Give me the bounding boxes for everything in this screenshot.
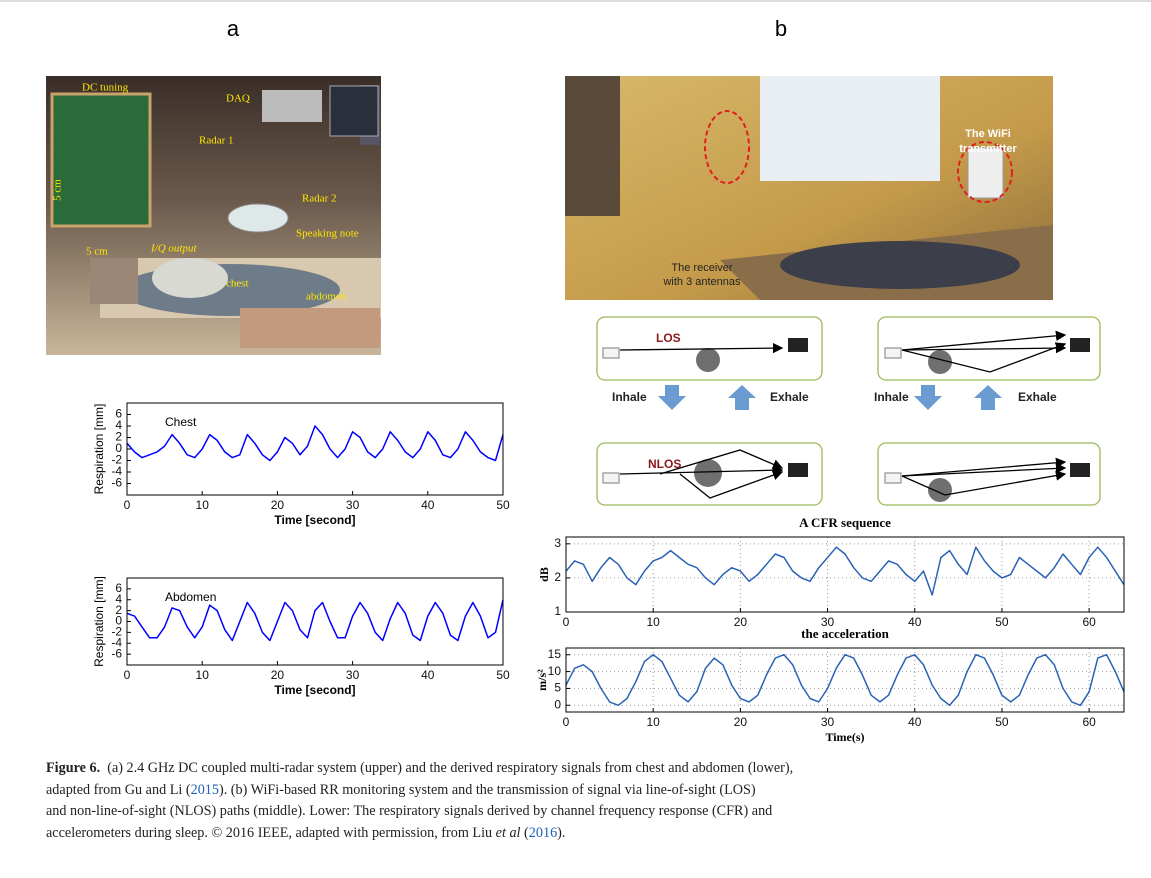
citation-link[interactable]: 2016	[529, 825, 557, 841]
x-tick-label: 40	[908, 715, 922, 729]
panel-letter: a	[227, 16, 240, 41]
x-axis-label: Time [second]	[274, 683, 355, 697]
photo-label: with 3 antennas	[662, 276, 741, 288]
x-tick-label: 20	[271, 498, 285, 512]
figure: a DC tuning DAQ Radar 1 Radar 2 5 cm 5 c…	[0, 0, 1151, 878]
x-tick-label: 40	[908, 615, 922, 629]
caption-text: (	[521, 825, 529, 841]
figure-caption: Figure 6. (a) 2.4 GHz DC coupled multi-r…	[46, 758, 1136, 844]
x-tick-label: 60	[1082, 615, 1096, 629]
x-tick-label: 0	[563, 615, 570, 629]
photo-label: Radar 1	[199, 135, 234, 147]
y-axis-label: Respiration [mm]	[92, 576, 106, 667]
y-axis-label: Respiration [mm]	[92, 404, 106, 495]
x-tick-label: 50	[995, 615, 1009, 629]
y-tick-label: 10	[548, 664, 562, 678]
y-tick-label: 3	[554, 536, 561, 550]
photo-label: transmitter	[959, 143, 1017, 155]
citation-link[interactable]: 2015	[191, 782, 219, 798]
y-tick-label: 15	[548, 647, 562, 661]
photo-label: 5 cm	[52, 179, 64, 201]
caption-text: accelerometers during sleep. © 2016 IEEE…	[46, 825, 496, 841]
x-tick-label: 10	[647, 615, 661, 629]
photo-label: Speaking note	[296, 228, 359, 240]
x-tick-label: 20	[734, 615, 748, 629]
y-tick-label: 1	[554, 604, 561, 618]
x-tick-label: 0	[124, 668, 131, 682]
y-tick-label: 2	[554, 570, 561, 584]
x-tick-label: 10	[196, 498, 210, 512]
x-tick-label: 50	[496, 498, 510, 512]
photo-label: Radar 2	[302, 193, 337, 205]
x-tick-label: 30	[346, 498, 360, 512]
photo-a	[46, 76, 381, 355]
x-tick-label: 50	[995, 715, 1009, 729]
x-axis-label: Time(s)	[825, 730, 864, 744]
x-tick-label: 40	[421, 498, 435, 512]
annotation: Abdomen	[165, 590, 216, 604]
diagram-label: Exhale	[1018, 390, 1057, 404]
x-tick-label: 20	[734, 715, 748, 729]
caption-text: (a) 2.4 GHz DC coupled multi-radar syste…	[100, 760, 793, 776]
x-tick-label: 10	[647, 715, 661, 729]
x-tick-label: 40	[421, 668, 435, 682]
x-tick-label: 20	[271, 668, 285, 682]
los-diagram	[597, 317, 1100, 505]
photo-label: The receiver	[671, 262, 732, 274]
y-tick-label: 0	[554, 697, 561, 711]
x-axis-label: Time [second]	[274, 513, 355, 527]
photo-label: DC tuning	[82, 82, 129, 94]
diagram-label: Inhale	[874, 390, 909, 404]
annotation: Chest	[165, 415, 197, 429]
y-axis-label: m/s²	[535, 669, 549, 691]
caption-line: and non-line-of-sight (NLOS) paths (midd…	[46, 801, 1136, 823]
x-tick-label: 50	[496, 668, 510, 682]
caption-text: ). (b) WiFi-based RR monitoring system a…	[219, 782, 756, 798]
page: {"panels": {"a": {"letter": "a", "labels…	[0, 0, 1151, 878]
chart-title: A CFR sequence	[799, 515, 891, 530]
x-tick-label: 10	[196, 668, 210, 682]
caption-text: adapted from Gu and Li (	[46, 782, 191, 798]
photo-label: DAQ	[226, 93, 250, 105]
y-tick-label: 5	[554, 681, 561, 695]
y-tick-label: 6	[115, 407, 122, 421]
x-tick-label: 30	[821, 715, 835, 729]
x-tick-label: 0	[124, 498, 131, 512]
photo-b	[565, 76, 1053, 300]
photo-label: abdomen	[306, 291, 347, 303]
chart-title: the acceleration	[801, 626, 889, 641]
x-tick-label: 30	[346, 668, 360, 682]
diagram-label: Inhale	[612, 390, 647, 404]
diagram-label: NLOS	[648, 457, 681, 471]
x-tick-label: 0	[563, 715, 570, 729]
x-tick-label: 60	[1082, 715, 1096, 729]
y-tick-label: 6	[115, 581, 122, 595]
caption-label: Figure 6.	[46, 760, 100, 776]
caption-text: and non-line-of-sight (NLOS) paths (midd…	[46, 803, 772, 819]
diagram-label: Exhale	[770, 390, 809, 404]
caption-text: ).	[557, 825, 565, 841]
photo-label: 5 cm	[86, 246, 108, 258]
caption-text: et al	[496, 825, 521, 841]
caption-line: Figure 6. (a) 2.4 GHz DC coupled multi-r…	[46, 758, 1136, 780]
caption-line: adapted from Gu and Li (2015). (b) WiFi-…	[46, 780, 1136, 802]
y-axis-label: dB	[537, 567, 551, 582]
photo-label: The WiFi	[965, 128, 1011, 140]
photo-label: I/Q output	[150, 243, 197, 255]
caption-line: accelerometers during sleep. © 2016 IEEE…	[46, 823, 1136, 845]
panel-letter: b	[775, 16, 787, 41]
diagram-label: LOS	[656, 331, 681, 345]
photo-label: chest	[226, 278, 249, 290]
